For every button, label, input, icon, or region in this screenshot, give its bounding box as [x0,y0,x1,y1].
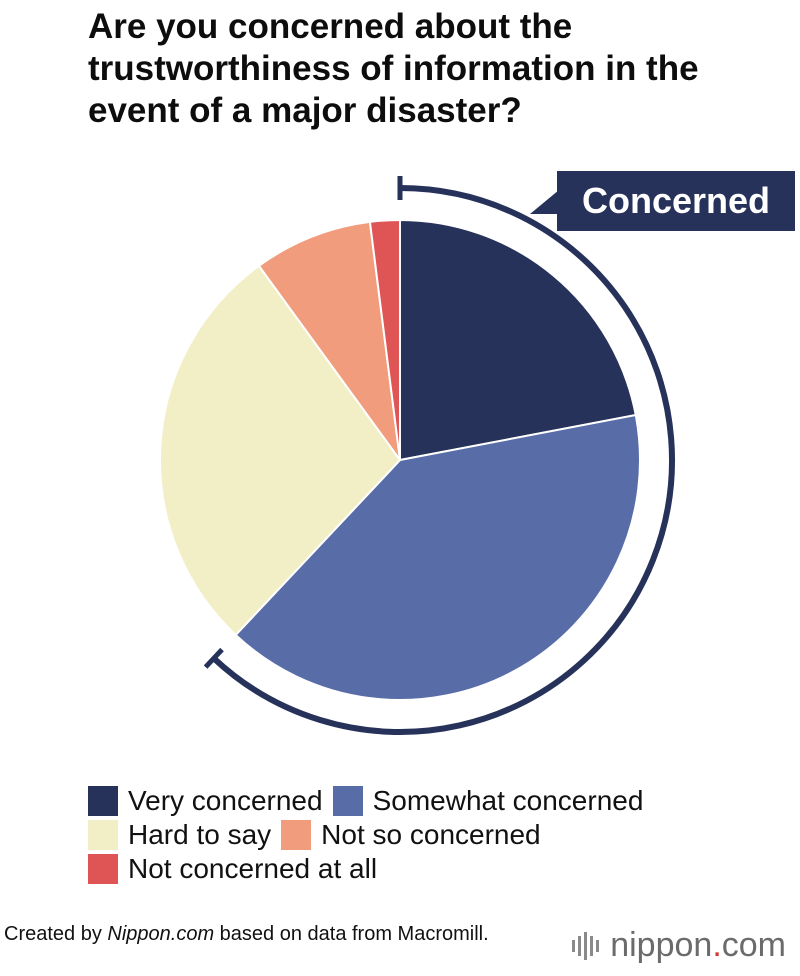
legend-swatch-not-concerned-at-all [88,854,118,884]
legend: Very concerned Somewhat concerned Hard t… [88,784,788,886]
legend-swatch-somewhat-concerned [332,786,363,816]
legend-swatch-not-so-concerned [281,820,312,850]
legend-label-not-so-concerned: Not so concerned [321,819,541,850]
concerned-bracket-arc [211,185,675,735]
legend-label-hard-to-say: Hard to say [128,819,272,850]
pie-chart: Concerned [159,171,795,735]
concerned-bracket [203,176,675,735]
logo-name: nippon [610,926,713,964]
legend-row: Not concerned at all [88,852,788,886]
legend-swatch-hard-to-say [88,820,118,850]
pie-slice-very-concerned [399,218,637,462]
legend-item-hard-to-say: Hard to say [88,819,271,851]
legend-item-not-so-concerned: Not so concerned [281,819,541,851]
logo-dot: . [712,926,722,964]
legend-row: Hard to say Not so concerned [88,818,788,852]
pie-slice-somewhat-concerned [234,413,641,701]
concerned-bracket-end-tick [203,647,224,669]
source-suffix: based on data from Macromill. [214,923,489,945]
chart-title: Are you concerned about the trustworthin… [88,7,699,130]
legend-item-somewhat-concerned: Somewhat concerned [332,785,644,817]
concerned-callout: Concerned [530,171,795,231]
pie-slices [159,218,641,701]
pie-slice-not-concerned-at-all [368,218,401,461]
nippon-logo-icon [572,931,602,961]
concerned-callout-box [557,171,795,231]
legend-label-not-concerned-at-all: Not concerned at all [128,853,378,884]
logo-tld: com [721,926,786,964]
nippon-logo[interactable]: nippon. com [572,926,786,965]
pie-slice-hard-to-say [159,264,402,637]
pie-slice-not-so-concerned [257,220,401,461]
legend-item-very-concerned: Very concerned [88,785,323,817]
source-site-link[interactable]: Nippon.com [107,923,215,945]
concerned-callout-pointer [530,190,559,214]
concerned-callout-label: Concerned [582,180,770,221]
source-prefix: Created by [4,923,108,945]
legend-item-not-concerned-at-all: Not concerned at all [88,853,377,885]
legend-label-somewhat-concerned: Somewhat concerned [372,785,644,816]
legend-swatch-very-concerned [88,786,118,816]
legend-label-very-concerned: Very concerned [128,785,323,816]
legend-row: Very concerned Somewhat concerned [88,784,788,818]
source-note: Created by Nippon.com based on data from… [4,922,524,947]
